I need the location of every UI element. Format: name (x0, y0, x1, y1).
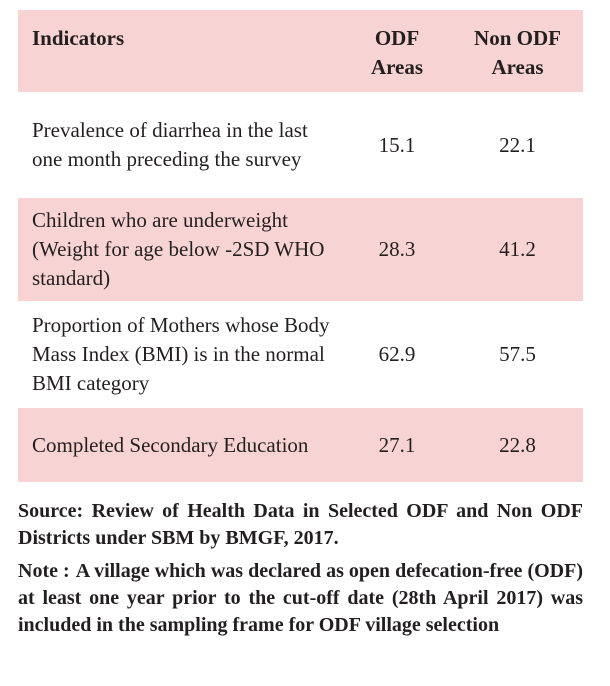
notes: Source: Review of Health Data in Selecte… (18, 498, 583, 645)
cell: 62.9 (378, 342, 416, 366)
cell: 41.2 (499, 237, 536, 261)
cell: 28.3 (378, 237, 416, 261)
row: Completed Secondary Education 27.1 22.8 (18, 407, 583, 482)
note: Note :A village which was declared as op… (18, 558, 583, 639)
note-text: A village which was declared as open def… (18, 560, 583, 636)
note-label: Note : (18, 560, 70, 582)
header-text: ODF Areas (370, 26, 424, 79)
cell: Children who are underweight (Weight for… (32, 208, 325, 290)
cell: 22.8 (499, 432, 536, 457)
cell: 15.1 (378, 132, 416, 157)
header-cell: ODF Areas (342, 9, 452, 93)
cell: 27.1 (378, 432, 416, 457)
row: Children who are underweight (Weight for… (18, 197, 583, 302)
cell: Proportion of Mothers whose Body Mass In… (32, 313, 330, 395)
cell: 22.1 (499, 132, 536, 157)
header-row: Indicators ODF Areas Non ODF Areas (18, 9, 583, 93)
header-cell: Non ODF Areas (452, 9, 583, 93)
cell: Prevalence of diarrhea in the last one m… (32, 118, 308, 171)
row: Prevalence of diarrhea in the last one m… (18, 93, 583, 197)
cell: 57.5 (499, 342, 536, 366)
cell: Completed Secondary Education (32, 432, 309, 457)
source: Source: Review of Health Data in Selecte… (18, 500, 583, 549)
header-cell: Indicators (32, 26, 125, 50)
data-table: Indicators ODF Areas Non ODF Areas Preva… (18, 8, 583, 482)
header-text: Non ODF Areas (474, 26, 561, 79)
row: Proportion of Mothers whose Body Mass In… (18, 302, 583, 407)
